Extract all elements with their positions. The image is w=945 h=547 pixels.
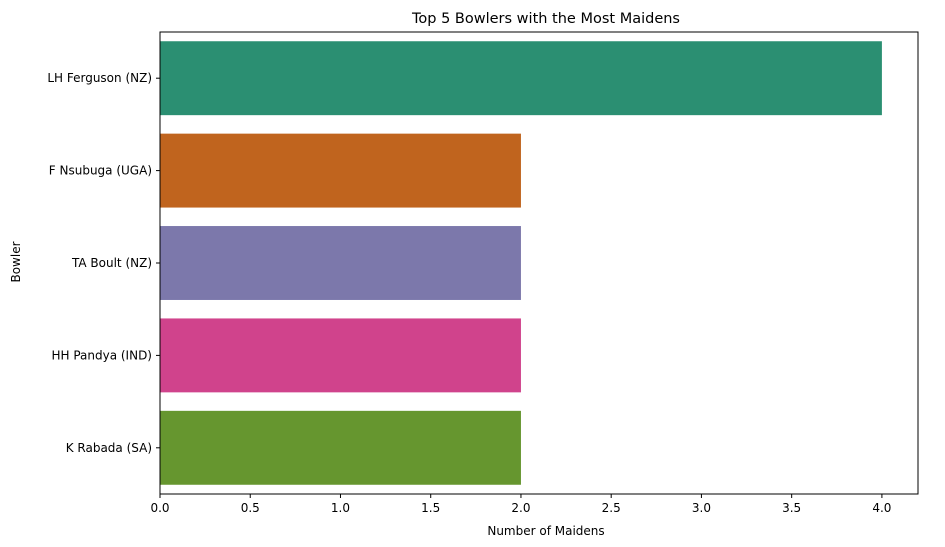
bar-2: [160, 226, 521, 300]
y-tick-label-3: HH Pandya (IND): [51, 348, 152, 362]
x-axis-ticks: 0.0 0.5 1.0 1.5 2.0 2.5 3.0 3.5 4.0: [150, 494, 891, 515]
bar-4: [160, 410, 521, 485]
x-tick-label-8: 4.0: [872, 501, 891, 515]
bar-3: [160, 318, 521, 393]
y-axis-label: Bowler: [9, 241, 23, 282]
x-tick-label-1: 0.5: [241, 501, 260, 515]
x-tick-label-0: 0.0: [150, 501, 169, 515]
bars-group: [160, 41, 882, 485]
bar-1: [160, 133, 521, 208]
plot-frame: [159, 31, 919, 495]
x-tick-label-3: 1.5: [421, 501, 440, 515]
bar-0: [160, 41, 882, 116]
y-tick-label-2: TA Boult (NZ): [71, 256, 152, 270]
y-tick-label-4: K Rabada (SA): [66, 441, 152, 455]
y-tick-label-1: F Nsubuga (UGA): [49, 164, 152, 178]
x-tick-label-7: 3.5: [782, 501, 801, 515]
x-tick-label-4: 2.0: [511, 501, 530, 515]
x-tick-label-2: 1.0: [331, 501, 350, 515]
x-tick-label-5: 2.5: [602, 501, 621, 515]
chart-title: Top 5 Bowlers with the Most Maidens: [411, 11, 680, 27]
y-axis-ticks: LH Ferguson (NZ) F Nsubuga (UGA) TA Boult …: [47, 71, 160, 455]
y-tick-label-0: LH Ferguson (NZ): [47, 71, 152, 85]
x-tick-label-6: 3.0: [692, 501, 711, 515]
x-axis-label: Number of Maidens: [487, 524, 604, 538]
